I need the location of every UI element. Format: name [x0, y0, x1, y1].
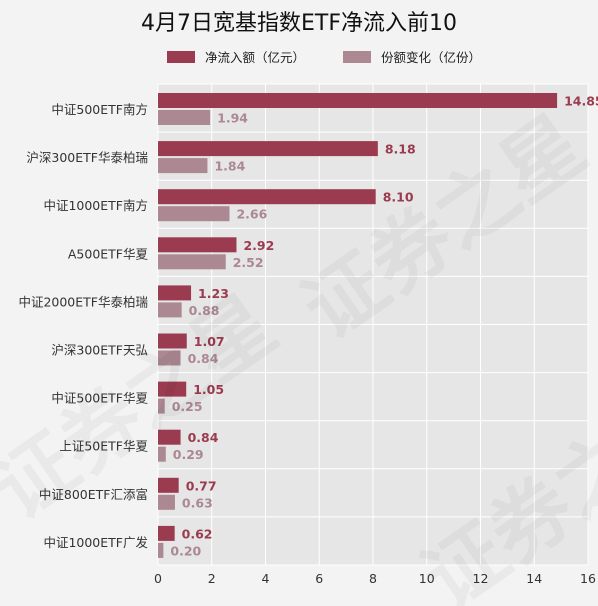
category-label: 中证1000ETF广发 [43, 535, 148, 550]
category-label: 中证1000ETF南方 [43, 198, 148, 213]
grid-lines [157, 83, 589, 566]
value-labels: 14.85 1.94 8.18 1.84 8.10 2.66 2.92 2.52 1.23 0.8… [170, 94, 598, 559]
bar-net-inflow [158, 189, 376, 205]
bar-share-change [158, 206, 230, 222]
value-label-net-inflow: 14.85 [564, 94, 598, 109]
legend-label: 净流入额（亿元） [205, 50, 305, 65]
bar-net-inflow [158, 429, 181, 445]
bar-share-change [158, 398, 165, 414]
value-label-net-inflow: 2.92 [243, 238, 274, 253]
category-label: 中证500ETF华夏 [51, 391, 148, 406]
value-label-share-change: 2.66 [236, 207, 267, 222]
x-tick-label: 2 [208, 571, 216, 586]
x-tick-label: 14 [526, 571, 542, 586]
value-label-share-change: 1.94 [217, 111, 248, 126]
legend: 净流入额（亿元） 份额变化（亿份） [167, 50, 481, 65]
value-label-share-change: 0.25 [172, 399, 203, 414]
category-label: 沪深300ETF天弘 [51, 343, 148, 358]
category-label: 中证800ETF汇添富 [39, 487, 148, 502]
x-tick-label: 12 [473, 571, 489, 586]
chart-title: 4月7日宽基指数ETF净流入前10 [141, 11, 457, 36]
bar-net-inflow [158, 333, 187, 349]
bar-net-inflow [158, 93, 558, 108]
value-label-net-inflow: 0.84 [188, 430, 219, 445]
value-label-share-change: 0.29 [173, 447, 204, 462]
x-tick-label: 16 [580, 571, 596, 586]
value-label-share-change: 0.84 [188, 351, 219, 366]
value-label-share-change: 2.52 [233, 255, 264, 270]
value-label-net-inflow: 1.07 [194, 334, 225, 349]
value-label-share-change: 0.63 [182, 495, 213, 510]
bar-net-inflow [158, 381, 187, 397]
bar-share-change [158, 446, 166, 462]
value-label-net-inflow: 1.05 [193, 382, 224, 397]
category-label: 上证50ETF华夏 [59, 439, 148, 454]
bar-net-inflow [158, 237, 237, 253]
value-label-net-inflow: 8.10 [383, 190, 414, 205]
bar-share-change [158, 542, 164, 558]
bar-net-inflow [158, 477, 179, 493]
value-label-net-inflow: 0.62 [182, 526, 213, 541]
legend-swatch [343, 51, 371, 63]
category-label: 沪深300ETF华泰柏瑞 [26, 150, 148, 165]
x-tick-label: 10 [419, 571, 435, 586]
value-label-share-change: 1.84 [214, 159, 245, 174]
legend-swatch [167, 51, 195, 63]
value-label-net-inflow: 0.77 [186, 478, 217, 493]
x-axis-ticks: 0 2 4 6 8 10 12 14 16 [154, 571, 596, 586]
x-tick-label: 0 [154, 571, 162, 586]
x-tick-label: 6 [315, 571, 323, 586]
bar-share-change [158, 302, 182, 318]
category-label: 中证2000ETF华泰柏瑞 [18, 294, 148, 309]
x-tick-label: 8 [369, 571, 377, 586]
legend-label: 份额变化（亿份） [381, 50, 481, 65]
bar-share-change [158, 254, 226, 270]
bar-share-change [158, 350, 181, 366]
bar-share-change [158, 158, 208, 174]
value-label-net-inflow: 1.23 [198, 286, 229, 301]
bar-net-inflow [158, 525, 175, 541]
value-label-share-change: 0.88 [189, 303, 220, 318]
bar-net-inflow [158, 285, 192, 301]
category-label: A500ETF华夏 [68, 246, 149, 261]
bar-share-change [158, 494, 175, 510]
bars [158, 93, 558, 558]
x-tick-label: 4 [262, 571, 270, 586]
value-label-share-change: 0.20 [170, 543, 201, 558]
bar-net-inflow [158, 141, 378, 157]
bar-share-change [158, 110, 211, 125]
category-label: 中证500ETF南方 [51, 102, 148, 117]
value-label-net-inflow: 8.18 [385, 142, 416, 157]
